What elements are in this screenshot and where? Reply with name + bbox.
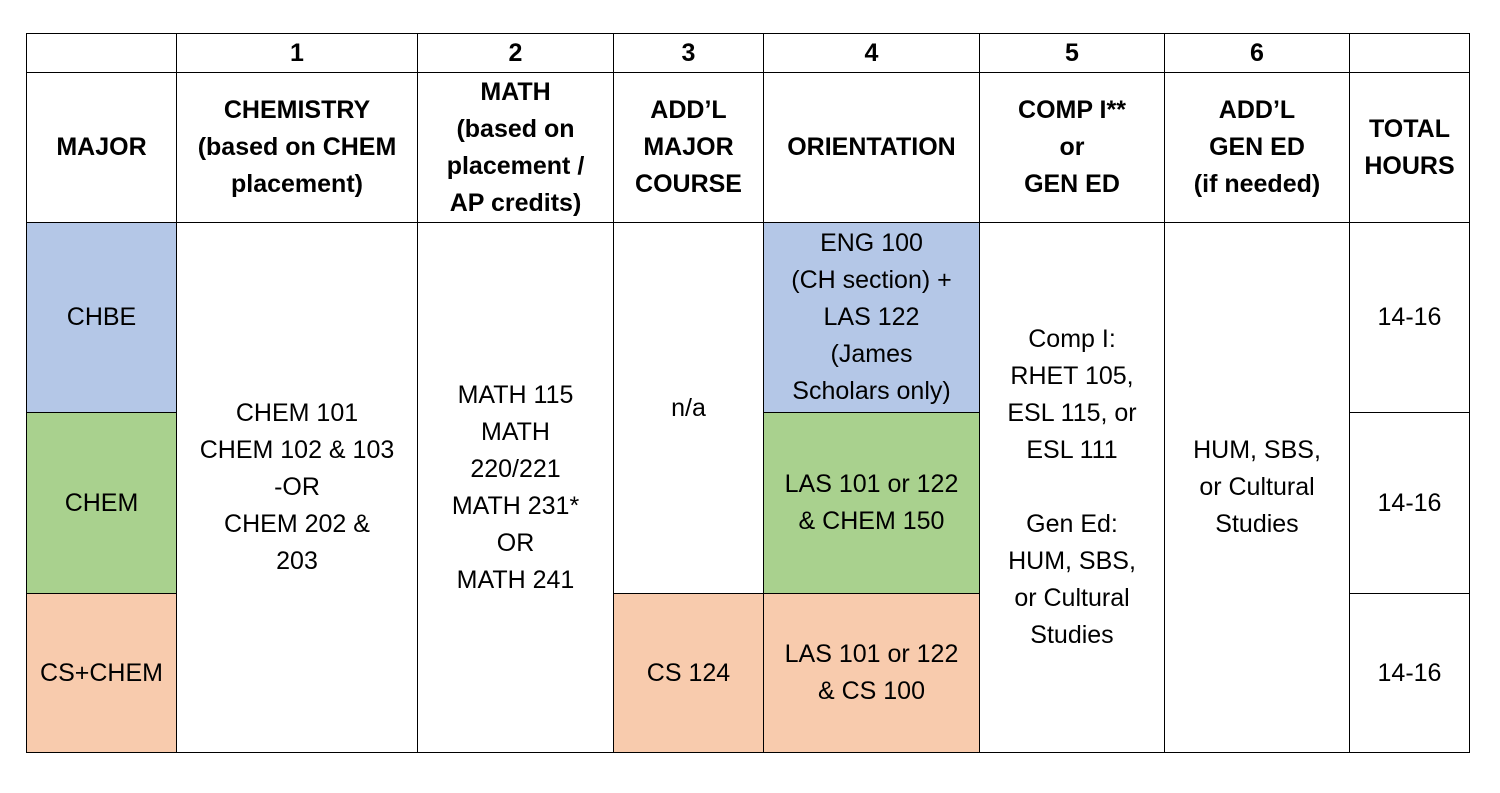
major-cell-cs-chem: CS+CHEM — [26, 593, 177, 753]
column-number-blank — [26, 33, 177, 73]
column-number: 6 — [1164, 33, 1350, 73]
header-major: MAJOR — [26, 72, 177, 223]
header-row: MAJOR CHEMISTRY (based on CHEM placement… — [26, 72, 1470, 223]
table-row: CHBE CHEM 101 CHEM 102 & 103 -OR CHEM 20… — [26, 222, 1470, 753]
column-number: 5 — [979, 33, 1165, 73]
column-number: 3 — [613, 33, 764, 73]
header-total-hours: TOTAL HOURS — [1349, 72, 1470, 223]
addl-gen-ed-cell: HUM, SBS, or Cultural Studies — [1164, 222, 1350, 753]
table-row: CHEM LAS 101 or 122 & CHEM 150 14-16 — [26, 412, 1470, 594]
header-math: MATH (based on placement / AP credits) — [417, 72, 614, 223]
addl-major-cell: n/a — [613, 222, 764, 594]
major-cell-chem: CHEM — [26, 412, 177, 594]
header-orientation: ORIENTATION — [763, 72, 980, 223]
header-comp-gen-ed: COMP I** or GEN ED — [979, 72, 1165, 223]
total-hours-cell-chem: 14-16 — [1349, 412, 1470, 594]
orientation-cell-cs-chem: LAS 101 or 122 & CS 100 — [763, 593, 980, 753]
comp-gen-ed-cell: Comp I: RHET 105, ESL 115, or ESL 111 Ge… — [979, 222, 1165, 753]
math-cell: MATH 115 MATH 220/221 MATH 231* OR MATH … — [417, 222, 614, 753]
orientation-cell-chbe: ENG 100 (CH section) + LAS 122 (James Sc… — [763, 222, 980, 413]
table-row: CS+CHEM CS 124 LAS 101 or 122 & CS 100 1… — [26, 593, 1470, 753]
course-schedule-table: 1 2 3 4 5 6 MAJOR CHEMISTRY (based on CH… — [26, 33, 1470, 753]
total-hours-cell-cs-chem: 14-16 — [1349, 593, 1470, 753]
column-number: 4 — [763, 33, 980, 73]
column-number-row: 1 2 3 4 5 6 — [26, 33, 1470, 73]
addl-major-cell-cs-chem: CS 124 — [613, 593, 764, 753]
header-addl-major-course: ADD’L MAJOR COURSE — [613, 72, 764, 223]
column-number: 2 — [417, 33, 614, 73]
chemistry-cell: CHEM 101 CHEM 102 & 103 -OR CHEM 202 & 2… — [176, 222, 418, 753]
column-number: 1 — [176, 33, 418, 73]
column-number-blank — [1349, 33, 1470, 73]
orientation-cell-chem: LAS 101 or 122 & CHEM 150 — [763, 412, 980, 594]
major-cell-chbe: CHBE — [26, 222, 177, 413]
header-chemistry: CHEMISTRY (based on CHEM placement) — [176, 72, 418, 223]
total-hours-cell-chbe: 14-16 — [1349, 222, 1470, 413]
header-addl-gen-ed: ADD’L GEN ED (if needed) — [1164, 72, 1350, 223]
